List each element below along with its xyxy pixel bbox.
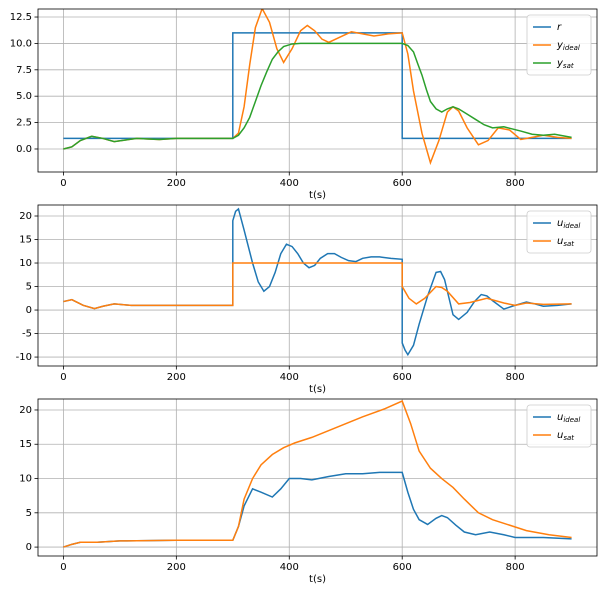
legend-name: y (556, 58, 564, 69)
legend-label: r (557, 22, 562, 33)
axes-frame (37, 8, 598, 173)
y-tick-label: 5 (26, 282, 32, 293)
legend-label: uideal (557, 218, 580, 230)
x-tick-label: 0 (60, 178, 66, 189)
x-tick-label: 800 (506, 372, 525, 383)
legend-label: yideal (556, 40, 580, 52)
x-tick-label: 400 (280, 372, 299, 383)
legend-subscript: sat (563, 240, 574, 248)
y-tick-label: 5.0 (16, 91, 32, 102)
x-tick-label: 600 (393, 372, 412, 383)
subplot: 0 200 400 600 8000.02.55.07.510.012.5t(s)ryi… (10, 8, 598, 201)
legend-subscript: sat (563, 62, 574, 70)
y-tick-label: 10 (19, 474, 32, 485)
data-line (63, 207, 572, 357)
x-tick-label: 400 (280, 178, 299, 189)
data-line (63, 400, 572, 548)
legend-subscript: ideal (563, 416, 580, 424)
legend-box (526, 14, 592, 76)
y-tick-label: 5 (26, 508, 32, 519)
x-tick-label: 200 (167, 178, 186, 189)
legend-label: usat (557, 430, 574, 442)
y-tick-label: 15 (19, 439, 32, 450)
data-line (63, 42, 572, 150)
y-tick-label: -10 (16, 352, 32, 363)
y-tick-label: -5 (22, 329, 32, 340)
legend-subscript: sat (563, 434, 574, 442)
legend-name: r (557, 22, 562, 33)
x-tick-label: 0 (60, 372, 66, 383)
axes-frame (37, 398, 598, 557)
legend-box (526, 210, 592, 254)
y-tick-label: 12.5 (10, 12, 32, 23)
legend-name: u (557, 236, 563, 247)
data-line (63, 262, 572, 310)
legend-box (526, 404, 592, 448)
y-tick-label: 7.5 (16, 65, 32, 76)
y-tick-label: 10 (19, 258, 32, 269)
axes-frame (37, 204, 598, 367)
x-tick-label: 400 (280, 562, 299, 573)
legend-subscript: ideal (563, 222, 580, 230)
x-tick-label: 800 (506, 562, 525, 573)
y-tick-label: 20 (19, 405, 32, 416)
legend-name: u (557, 218, 563, 229)
x-tick-label: 800 (506, 178, 525, 189)
data-line (63, 9, 572, 166)
x-axis-label: t(s) (309, 384, 326, 395)
x-tick-label: 0 (60, 562, 66, 573)
legend-label: usat (557, 236, 574, 248)
y-tick-label: 10.0 (10, 38, 32, 49)
y-tick-label: 0 (26, 542, 32, 553)
y-tick-label: 0 (26, 305, 32, 316)
x-tick-label: 600 (393, 562, 412, 573)
data-line (63, 471, 572, 548)
x-axis-label: t(s) (309, 574, 326, 585)
legend-name: y (556, 40, 564, 51)
y-tick-label: 2.5 (16, 118, 32, 129)
legend-subscript: ideal (563, 44, 580, 52)
x-tick-label: 200 (167, 372, 186, 383)
y-tick-label: 20 (19, 211, 32, 222)
x-tick-label: 200 (167, 562, 186, 573)
y-tick-label: 15 (19, 235, 32, 246)
legend-name: u (557, 412, 563, 423)
legend-label: uideal (557, 412, 580, 424)
legend-label: ysat (556, 58, 574, 70)
y-tick-label: 0.0 (16, 144, 32, 155)
x-axis-label: t(s) (309, 190, 326, 201)
x-tick-label: 600 (393, 178, 412, 189)
legend-name: u (557, 430, 563, 441)
